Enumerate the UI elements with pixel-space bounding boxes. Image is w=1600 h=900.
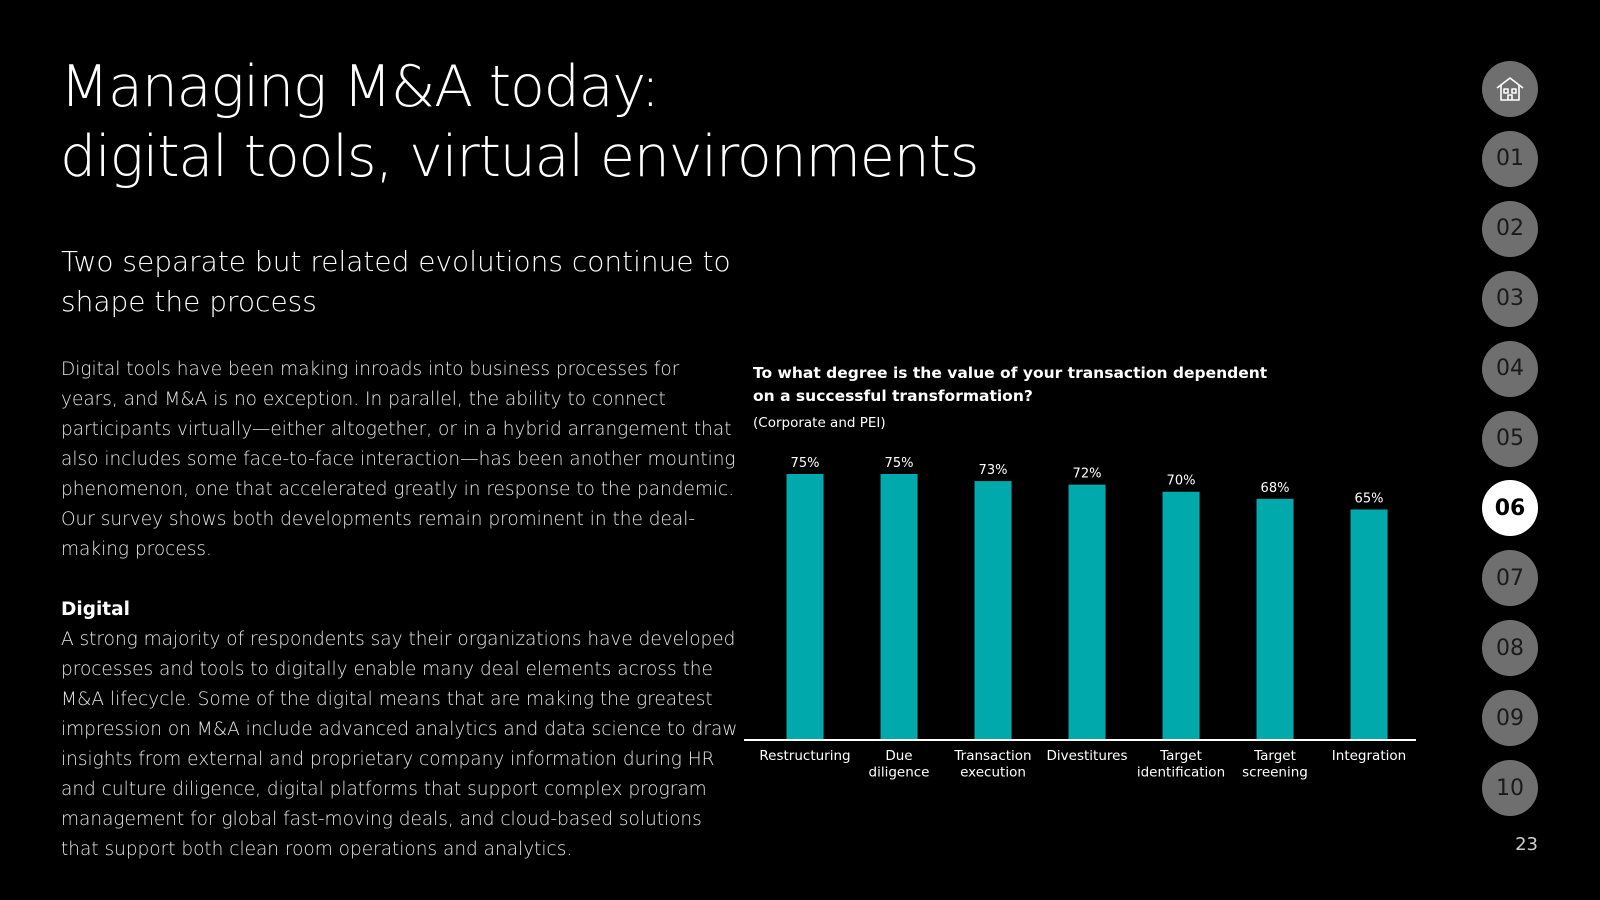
chart-title: To what degree is the value of your tran…	[753, 364, 1268, 405]
bar-chart: 75% Restructuring 75% Due diligence 73% Transa…	[744, 456, 1416, 781]
bar-4	[1162, 491, 1200, 740]
category-label-4: Target identification	[1137, 748, 1225, 781]
category-label-2: Transaction execution	[953, 748, 1031, 781]
nav-item-08[interactable]: 08	[1482, 620, 1538, 677]
chart-subtitle: (Corporate and PEI)	[753, 415, 886, 431]
nav-item-04[interactable]: 04	[1482, 340, 1538, 397]
data-label-6: 65%	[1355, 491, 1384, 506]
page-number: 23	[1515, 834, 1538, 855]
page-title: Managing M&A today: digital tools, virtu…	[60, 52, 979, 192]
bar-3	[1068, 484, 1106, 740]
nav-item-06[interactable]: 06	[1482, 480, 1538, 537]
body-text: Digital tools have been making inroads i…	[61, 355, 741, 865]
digital-heading: Digital	[61, 599, 130, 620]
intro-paragraph: Digital tools have been making inroads i…	[61, 359, 736, 560]
nav-item-10[interactable]: 10	[1482, 760, 1538, 816]
nav-item-05[interactable]: 05	[1482, 410, 1538, 467]
data-label-5: 68%	[1261, 481, 1290, 496]
category-label-6: Integration	[1332, 748, 1406, 764]
nav-item-01[interactable]: 01	[1482, 130, 1538, 187]
bar-5	[1256, 498, 1294, 740]
page-title-line-1: Managing M&A today:	[60, 54, 660, 120]
nav-item-03[interactable]: 03	[1482, 270, 1538, 327]
category-label-5: Target screening	[1242, 748, 1308, 781]
data-label-4: 70%	[1167, 474, 1196, 489]
bar-2	[974, 481, 1012, 740]
data-label-3: 72%	[1073, 467, 1102, 482]
category-label-1: Due diligence	[869, 748, 930, 781]
category-label-3: Divestitures	[1047, 748, 1128, 764]
category-label-0: Restructuring	[759, 748, 850, 764]
nav-item-09[interactable]: 09	[1482, 690, 1538, 747]
nav-item-02[interactable]: 02	[1482, 200, 1538, 257]
page-title-line-2: digital tools, virtual environments	[60, 124, 979, 190]
section-subtitle: Two separate but related evolutions cont…	[61, 245, 731, 318]
house-icon[interactable]	[1482, 61, 1538, 117]
data-label-0: 75%	[791, 456, 820, 471]
data-label-2: 73%	[979, 463, 1008, 478]
paragraph-spacer	[61, 565, 741, 595]
bar-1	[880, 474, 918, 740]
bar-0	[786, 474, 824, 740]
digital-paragraph: A strong majority of respondents say the…	[61, 629, 738, 860]
nav-item-07[interactable]: 07	[1482, 550, 1538, 607]
data-label-1: 75%	[885, 456, 914, 471]
bar-6	[1350, 509, 1388, 740]
